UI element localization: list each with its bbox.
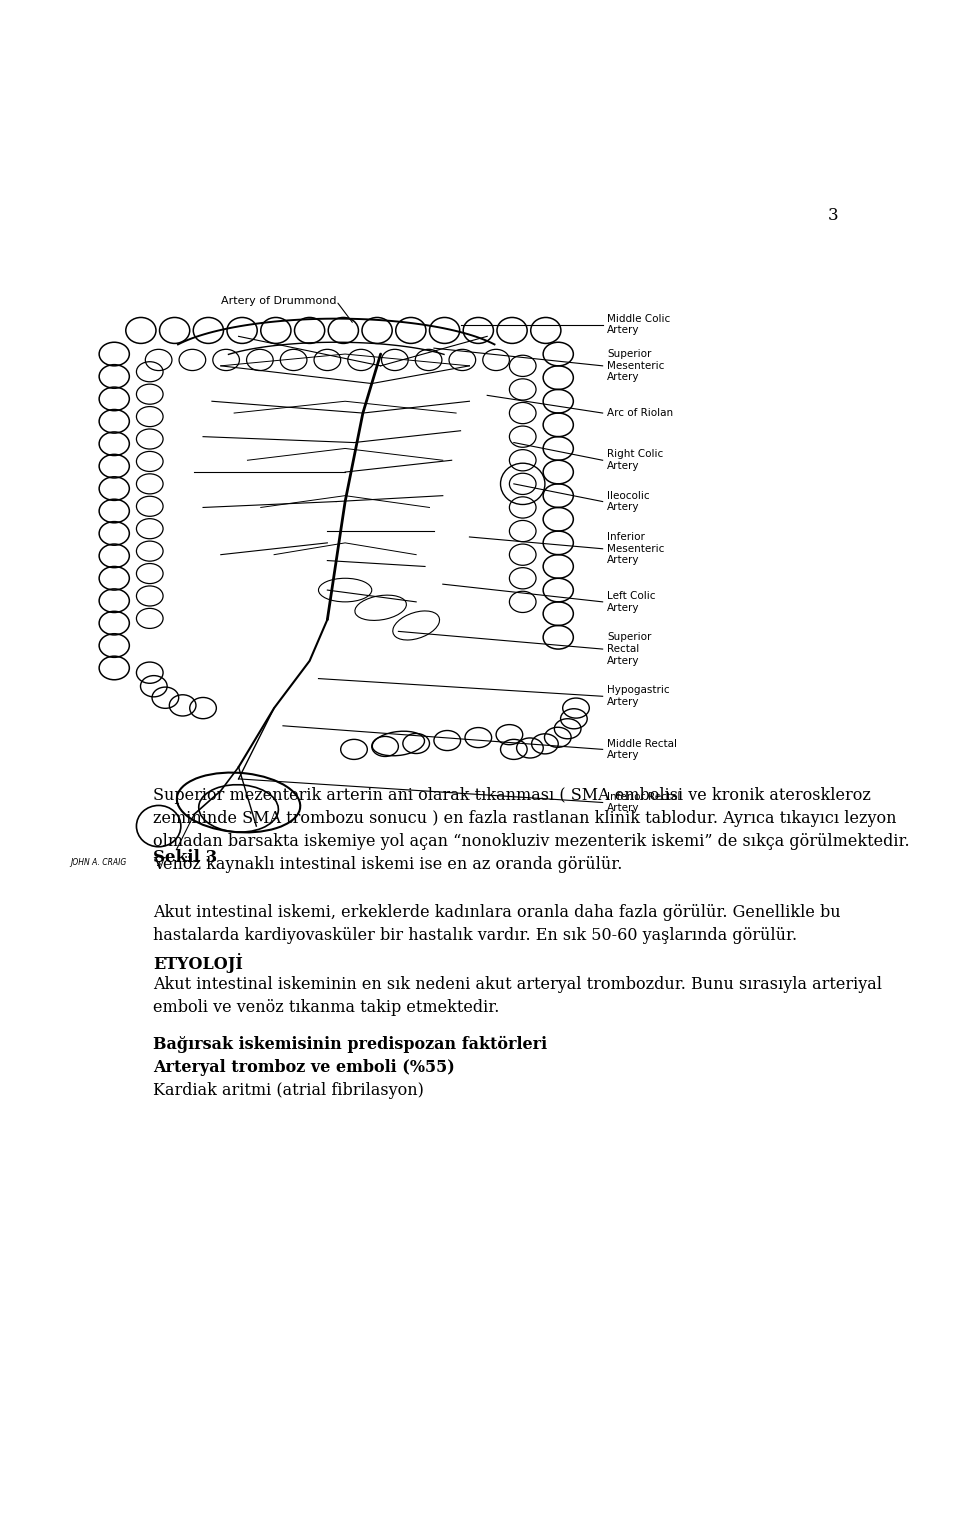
Text: Right Colic
Artery: Right Colic Artery [607,449,663,471]
Text: Akut intestinal iskeminin en sık nedeni akut arteryal trombozdur. Bunu sırasıyla: Akut intestinal iskeminin en sık nedeni … [154,976,882,993]
Text: Middle Colic
Artery: Middle Colic Artery [607,313,670,336]
Text: 3: 3 [828,207,838,224]
Text: emboli ve venöz tıkanma takip etmektedir.: emboli ve venöz tıkanma takip etmektedir… [154,999,500,1015]
Text: Venöz kaynaklı intestinal iskemi ise en az oranda görülür.: Venöz kaynaklı intestinal iskemi ise en … [154,855,623,873]
Text: Hypogastric
Artery: Hypogastric Artery [607,685,670,707]
Text: olmadan barsakta iskemiye yol açan “nonokluziv mezenterik iskemi” de sıkça görül: olmadan barsakta iskemiye yol açan “nono… [154,832,910,850]
Text: Şekil 3: Şekil 3 [154,849,218,865]
Text: Arc of Riolan: Arc of Riolan [607,409,673,418]
Text: Inferior Rectal
Artery: Inferior Rectal Artery [607,791,681,814]
Text: Inferior
Mesenteric
Artery: Inferior Mesenteric Artery [607,533,664,566]
Text: Akut intestinal iskemi, erkeklerde kadınlara oranla daha fazla görülür. Genellik: Akut intestinal iskemi, erkeklerde kadın… [154,905,841,921]
Text: Arteryal tromboz ve emboli (%55): Arteryal tromboz ve emboli (%55) [154,1059,455,1076]
Text: hastalarda kardiyovasküler bir hastalık vardır. En sık 50-60 yaşlarında görülür.: hastalarda kardiyovasküler bir hastalık … [154,927,798,944]
Text: Artery of Drummond: Artery of Drummond [221,297,336,306]
Text: Left Colic
Artery: Left Colic Artery [607,592,656,613]
Text: Middle Rectal
Artery: Middle Rectal Artery [607,738,677,760]
Text: Superior
Mesenteric
Artery: Superior Mesenteric Artery [607,350,664,383]
Text: Bağırsak iskemisinin predispozan faktörleri: Bağırsak iskemisinin predispozan faktörl… [154,1036,547,1053]
Text: Kardiak aritmi (atrial fibrilasyon): Kardiak aritmi (atrial fibrilasyon) [154,1082,424,1098]
Text: ETYOLOJİ: ETYOLOJİ [154,953,243,973]
Text: Superior
Rectal
Artery: Superior Rectal Artery [607,632,652,666]
Text: JOHN A. CRAIG: JOHN A. CRAIG [70,858,126,867]
Text: Superior mezenterik arterin ani olarak tıkanması ( SMA embolisi ve kronik ateros: Superior mezenterik arterin ani olarak t… [154,787,872,805]
Text: zemininde SMA trombozu sonucu ) en fazla rastlanan klinik tablodur. Ayrıca tıkay: zemininde SMA trombozu sonucu ) en fazla… [154,809,897,828]
Text: Ileocolic
Artery: Ileocolic Artery [607,490,650,513]
